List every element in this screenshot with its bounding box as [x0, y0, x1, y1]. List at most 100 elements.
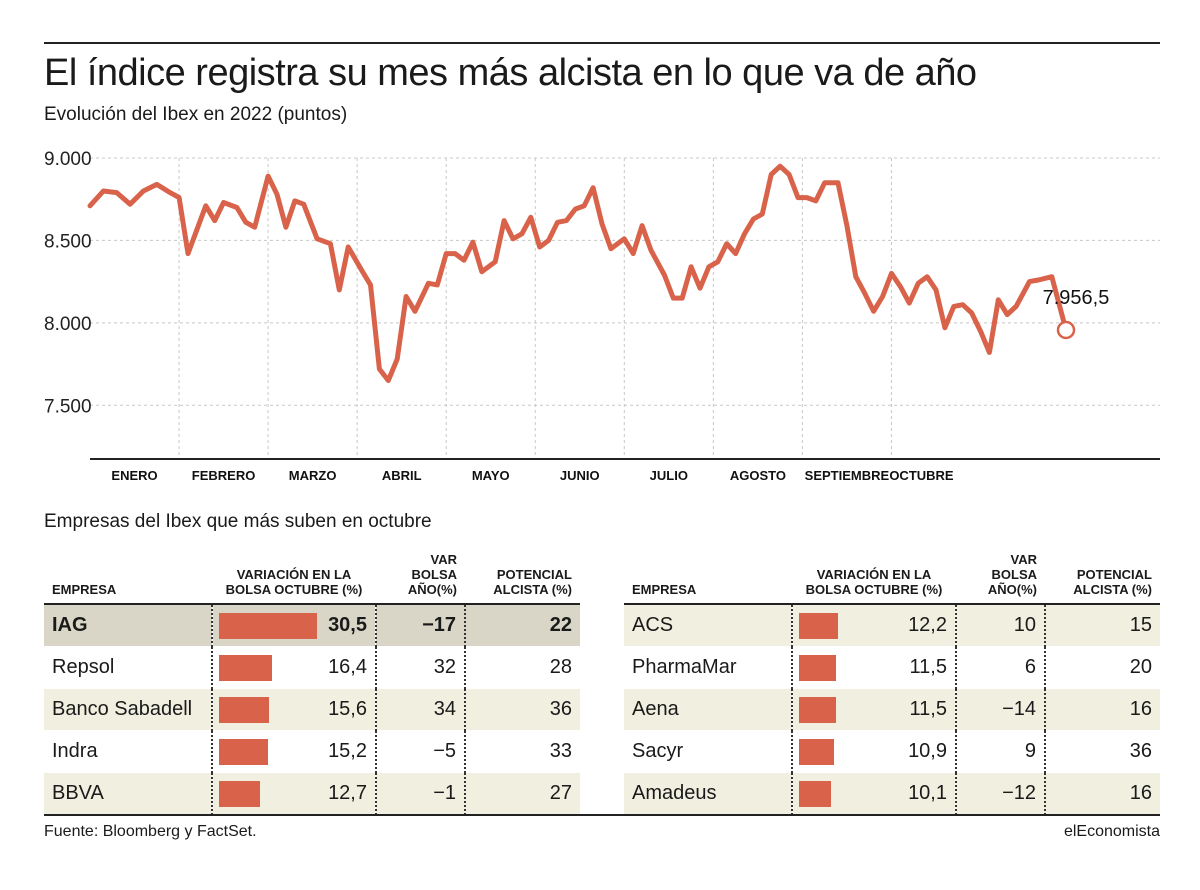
- x-tick-label: MARZO: [289, 468, 337, 483]
- x-tick-label: SEPTIEMBRE: [805, 468, 890, 483]
- cell-var-bolsa: 9: [955, 730, 1045, 773]
- table-row: PharmaMar 11,5 6 20: [624, 646, 1160, 689]
- y-tick-label: 7.500: [44, 396, 92, 417]
- x-tick-label: AGOSTO: [730, 468, 786, 483]
- last-point-marker: [1056, 320, 1076, 340]
- cell-empresa: BBVA: [44, 772, 212, 815]
- variation-value: 11,5: [909, 698, 947, 720]
- top-rule: [44, 42, 1160, 44]
- variation-bar: [799, 739, 834, 765]
- cell-variacion: 10,9: [791, 730, 956, 773]
- chart-grid: [90, 157, 1160, 458]
- cell-empresa: Banco Sabadell: [44, 688, 212, 731]
- variation-value: 30,5: [328, 614, 367, 636]
- cell-var-bolsa: −14: [955, 688, 1045, 731]
- cell-var-bolsa: −5: [375, 730, 465, 773]
- source-note: Fuente: Bloomberg y FactSet.: [44, 823, 257, 840]
- cell-empresa: PharmaMar: [624, 646, 792, 689]
- header-empresa: EMPRESA: [44, 552, 212, 605]
- variation-bar: [799, 655, 836, 681]
- variation-bar: [799, 697, 836, 723]
- x-tick-label: OCTUBRE: [889, 468, 954, 483]
- table-row: IAG 30,5 −17 22: [44, 604, 580, 647]
- variation-value: 12,2: [908, 614, 947, 636]
- ibex-line-chart: 9.000 8.500 8.000 7.500 ENERO FEBRERO MARZO ABR…: [44, 149, 1160, 483]
- cell-empresa: ACS: [624, 604, 792, 647]
- cell-variacion: 11,5: [791, 688, 956, 731]
- cell-variacion: 15,2: [211, 730, 376, 773]
- x-tick-label: JUNIO: [560, 468, 600, 483]
- variation-value: 12,7: [328, 782, 367, 804]
- variation-value: 15,6: [328, 698, 367, 720]
- variation-value: 10,1: [908, 782, 947, 804]
- table-row: BBVA 12,7 −1 27: [44, 772, 580, 815]
- table-row: Amadeus 10,1 −12 16: [624, 772, 1160, 815]
- header-empresa: EMPRESA: [624, 552, 792, 605]
- cell-empresa: Repsol: [44, 646, 212, 689]
- header-var-bolsa: VAR BOLSA AÑO(%): [956, 552, 1045, 605]
- cell-potencial: 28: [464, 646, 580, 689]
- cell-potencial: 36: [464, 688, 580, 731]
- cell-empresa: Indra: [44, 730, 212, 773]
- x-tick-label: ABRIL: [382, 468, 422, 483]
- table-row: Indra 15,2 −5 33: [44, 730, 580, 773]
- x-tick-label: FEBRERO: [192, 468, 256, 483]
- ranking-table-left: EMPRESA VARIACIÓN EN LA BOLSA OCTUBRE (%)…: [44, 552, 580, 815]
- cell-empresa: IAG: [44, 604, 212, 647]
- cell-variacion: 11,5: [791, 646, 956, 689]
- cell-var-bolsa: −17: [375, 604, 465, 647]
- header-potencial: POTENCIAL ALCISTA (%): [1045, 552, 1160, 605]
- cell-potencial: 27: [464, 772, 580, 815]
- cell-variacion: 15,6: [211, 688, 376, 731]
- section-title: Empresas del Ibex que más suben en octub…: [44, 511, 432, 532]
- cell-variacion: 30,5: [211, 604, 376, 647]
- cell-var-bolsa: −1: [375, 772, 465, 815]
- cell-potencial: 36: [1044, 730, 1160, 773]
- cell-var-bolsa: 10: [955, 604, 1045, 647]
- y-tick-label: 9.000: [44, 149, 92, 170]
- variation-bar: [219, 781, 260, 807]
- variation-value: 15,2: [328, 740, 367, 762]
- variation-bar: [219, 697, 269, 723]
- cell-var-bolsa: 34: [375, 688, 465, 731]
- variation-bar: [219, 655, 272, 681]
- brand-name: elEconomista: [1063, 823, 1160, 840]
- header-variacion: VARIACIÓN EN LA BOLSA OCTUBRE (%): [792, 552, 956, 605]
- variation-bar: [799, 613, 838, 639]
- cell-variacion: 12,7: [211, 772, 376, 815]
- header-potencial: POTENCIAL ALCISTA (%): [465, 552, 580, 605]
- cell-potencial: 20: [1044, 646, 1160, 689]
- table-row: ACS 12,2 10 15: [624, 604, 1160, 647]
- x-tick-label: ENERO: [111, 468, 157, 483]
- header-var-bolsa: VAR BOLSA AÑO(%): [376, 552, 465, 605]
- table-header-row: EMPRESA VARIACIÓN EN LA BOLSA OCTUBRE (%)…: [44, 552, 580, 605]
- header-variacion: VARIACIÓN EN LA BOLSA OCTUBRE (%): [212, 552, 376, 605]
- cell-potencial: 33: [464, 730, 580, 773]
- variation-bar: [219, 739, 268, 765]
- chart-subtitle: Evolución del Ibex en 2022 (puntos): [44, 104, 348, 125]
- variation-bar: [219, 613, 317, 639]
- table-row: Repsol 16,4 32 28: [44, 646, 580, 689]
- cell-empresa: Aena: [624, 688, 792, 731]
- cell-var-bolsa: 6: [955, 646, 1045, 689]
- chart-title: El índice registra su mes más alcista en…: [44, 52, 977, 94]
- chart-series: 7.956,5: [87, 163, 1110, 383]
- variation-value: 11,5: [909, 656, 947, 678]
- x-tick-label: MAYO: [472, 468, 510, 483]
- cell-empresa: Amadeus: [624, 772, 792, 815]
- table-header-row: EMPRESA VARIACIÓN EN LA BOLSA OCTUBRE (%)…: [624, 552, 1160, 605]
- x-tick-label: JULIO: [650, 468, 688, 483]
- cell-variacion: 16,4: [211, 646, 376, 689]
- cell-variacion: 10,1: [791, 772, 956, 815]
- ranking-table-right: EMPRESA VARIACIÓN EN LA BOLSA OCTUBRE (%)…: [624, 552, 1160, 815]
- table-row: Sacyr 10,9 9 36: [624, 730, 1160, 773]
- cell-variacion: 12,2: [791, 604, 956, 647]
- cell-potencial: 15: [1044, 604, 1160, 647]
- last-value-label: 7.956,5: [1043, 287, 1110, 309]
- cell-potencial: 16: [1044, 772, 1160, 815]
- table-row: Banco Sabadell 15,6 34 36: [44, 688, 580, 731]
- variation-value: 16,4: [328, 656, 367, 678]
- chart-axes: 9.000 8.500 8.000 7.500 ENERO FEBRERO MARZO ABR…: [44, 149, 1160, 483]
- variation-value: 10,9: [908, 740, 947, 762]
- cell-potencial: 16: [1044, 688, 1160, 731]
